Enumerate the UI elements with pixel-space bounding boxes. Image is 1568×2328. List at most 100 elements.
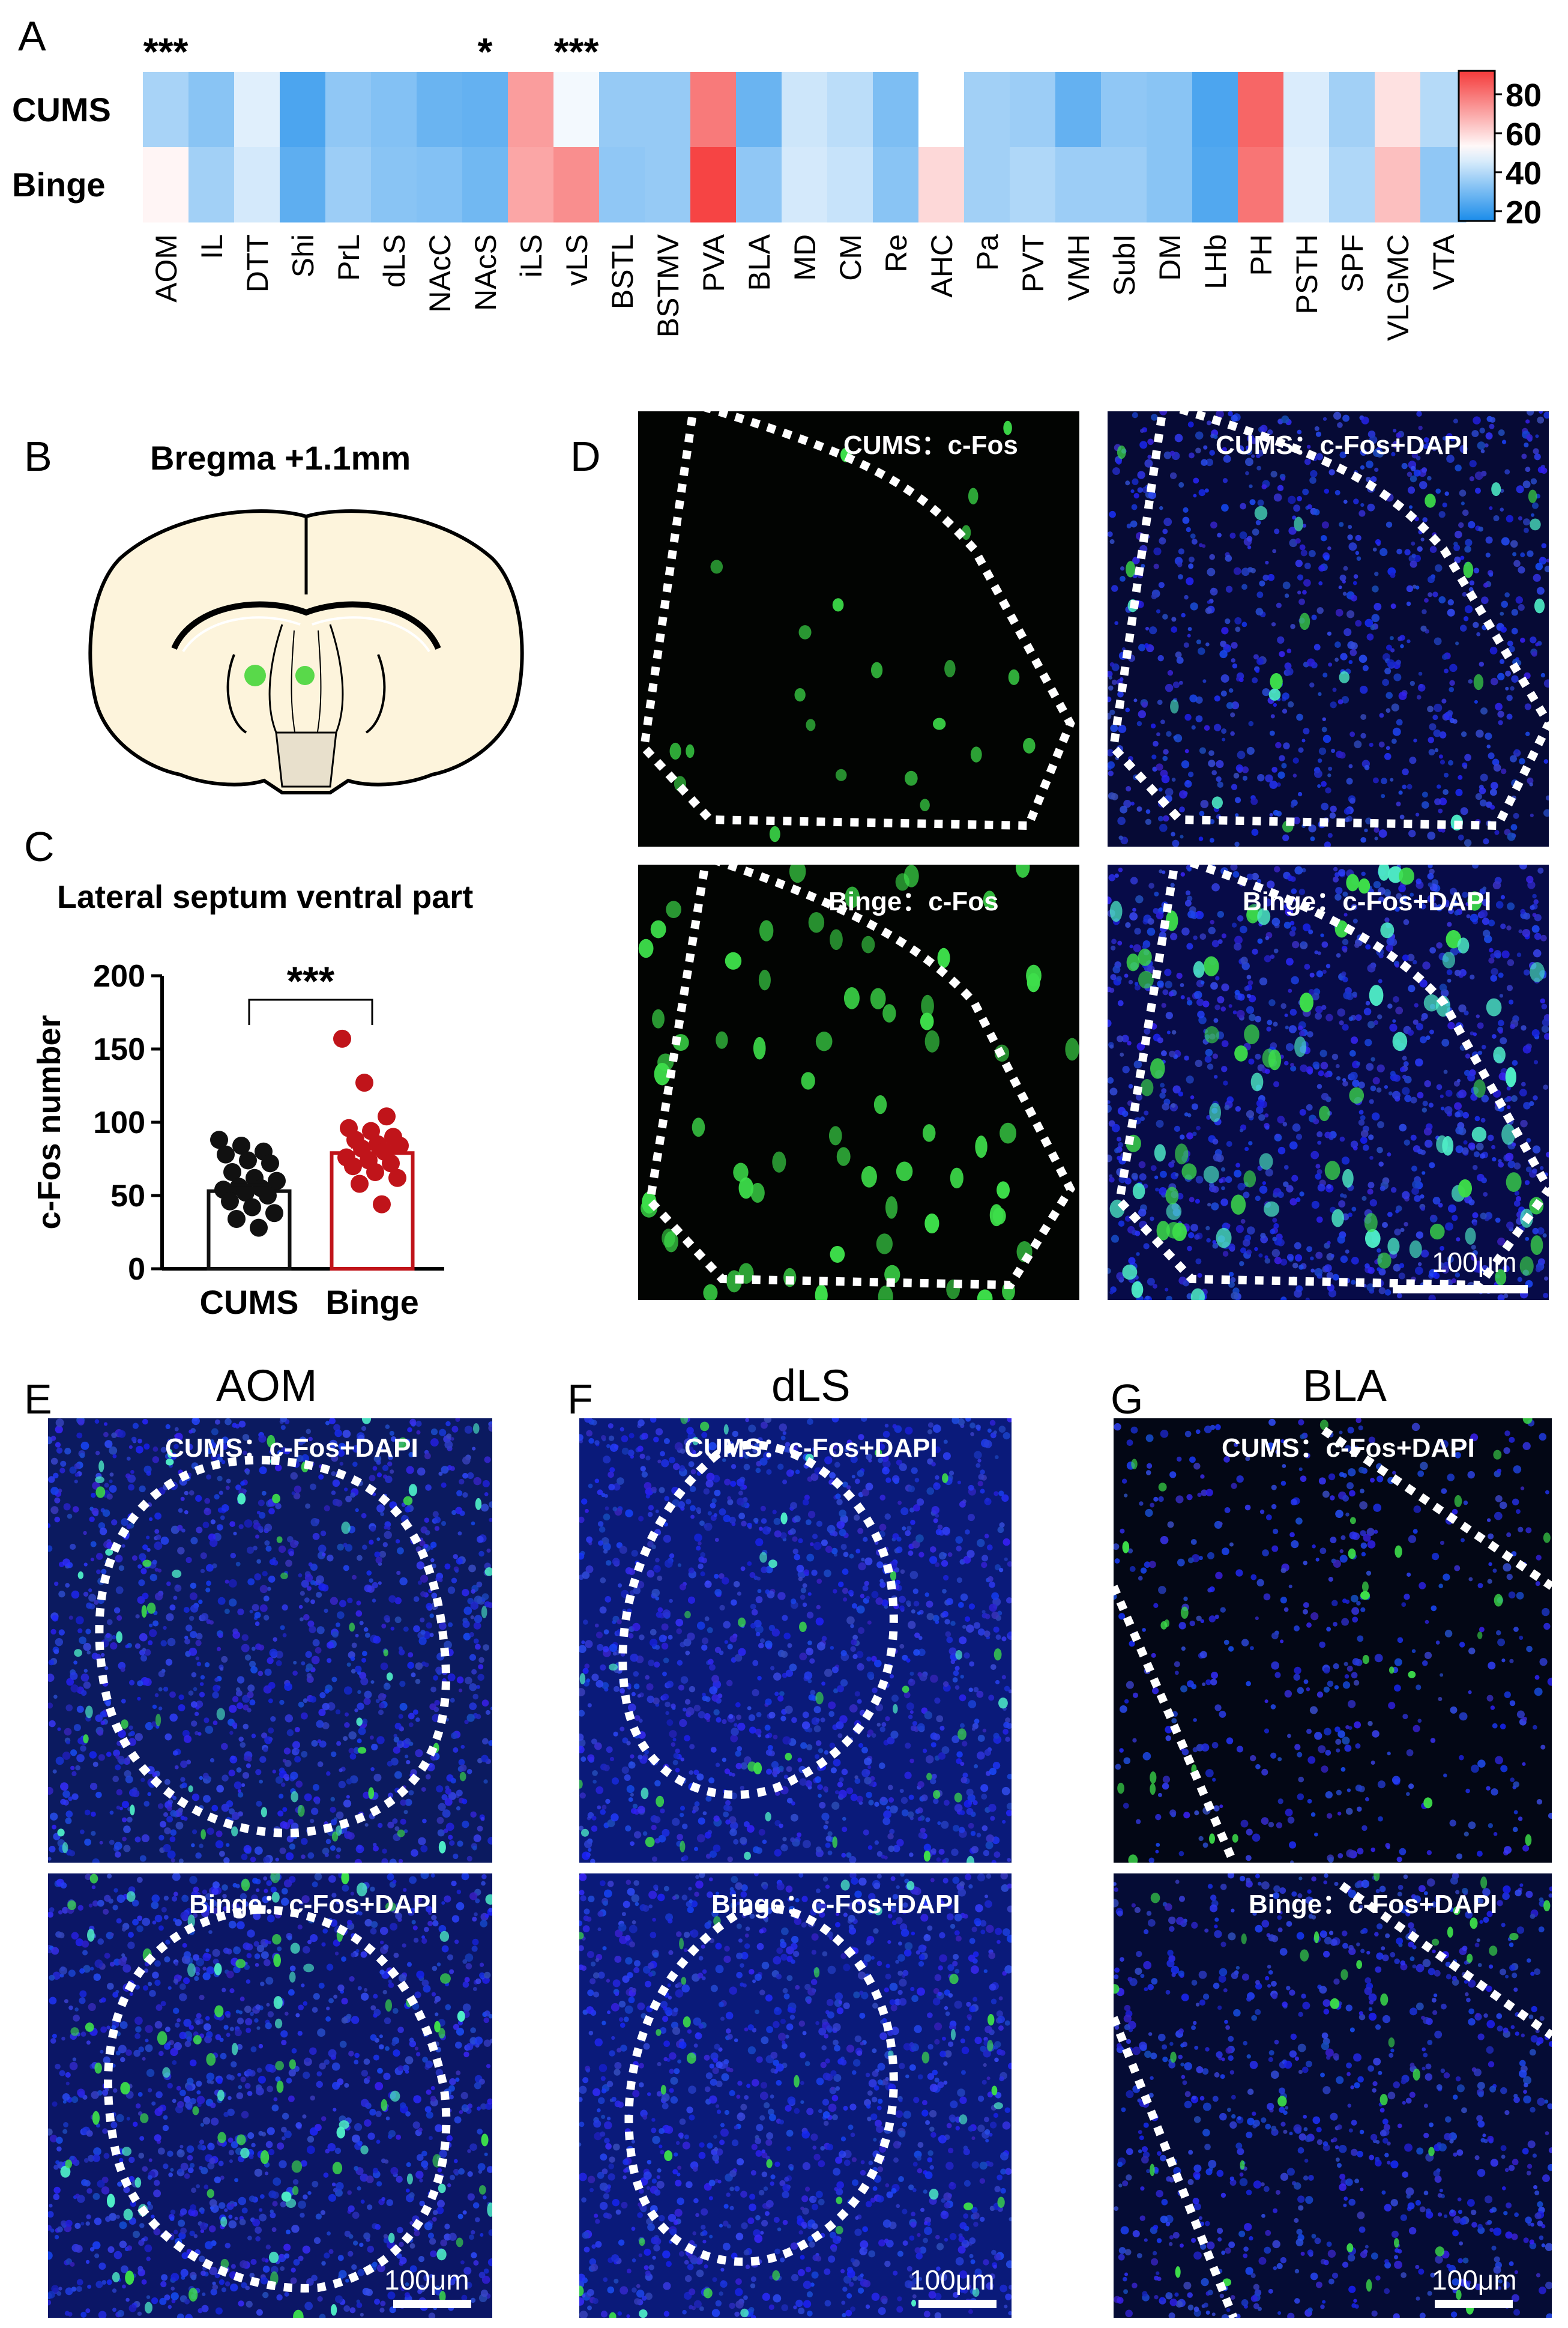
heatmap-cell [1283,72,1330,148]
heatmap-cell [1101,72,1147,148]
micrograph-d3 [638,865,1079,1300]
heatmap-cell [1283,147,1330,223]
label-d2: CUMS：c-Fos+DAPI [1216,431,1469,460]
heatmap-x-tick: BSTL [606,234,639,309]
scale-bar-f [918,2300,997,2308]
heatmap-row-label: CUMS [12,91,111,128]
heatmap-cell [782,147,828,223]
heatmap-cell [873,72,919,148]
heatmap-x-tick: AOM [149,234,183,303]
heatmap-x-tick: BSTMV [651,234,685,337]
micrograph-d2 [1108,411,1549,847]
data-point [378,1107,396,1126]
scale-text-g: 100μm [1432,2264,1517,2296]
micrograph-d4 [1108,865,1549,1300]
heatmap-cell [1329,147,1375,223]
heatmap-cell [417,147,463,223]
micrograph-d1 [638,411,1079,847]
x-tick-label: Binge [325,1283,419,1321]
heatmap-x-tick: LHb [1199,234,1232,289]
panel-label-f: F [567,1376,593,1422]
heatmap-cell [964,72,1010,148]
data-point [237,1184,255,1202]
heatmap-cell [1147,72,1193,148]
data-point [259,1187,277,1205]
heatmap-cell [1375,72,1421,148]
data-point [265,1204,283,1223]
heatmap-cell [1055,147,1102,223]
heatmap-cell [280,147,326,223]
micrograph-g2 [1114,1873,1552,2318]
data-point [333,1029,351,1048]
heatmap-cell [1329,72,1375,148]
heatmap-cell [234,147,280,223]
heatmap-x-tick: VTA [1427,234,1461,290]
heatmap-x-tick: vLS [560,234,594,286]
label-g2: Binge：c-Fos+DAPI [1249,1890,1498,1919]
heatmap-cell [188,147,235,223]
heatmap-x-tick: DM [1153,234,1187,281]
heatmap-cell [690,147,737,223]
label-f1: CUMS：c-Fos+DAPI [684,1433,938,1463]
heatmap-cell [325,147,372,223]
colorbar-tick-label: 60 [1506,116,1542,153]
left-ls-dot [244,665,266,686]
heatmap-chart: CUMS Binge AOM IL DTT Shi PrL dLS NAcC NAcS iLS vLS… [12,30,1542,341]
heatmap-x-tick: DTT [241,234,274,292]
heatmap-cell [1101,147,1147,223]
brain-schematic [88,509,524,794]
heatmap-cell [690,72,737,148]
y-tick-label: 200 [93,959,145,994]
heatmap-x-tick: Re [879,234,913,273]
heatmap-cell [1010,72,1056,148]
heatmap-x-tick: iLS [514,234,548,277]
label-d1: CUMS：c-Fos [843,431,1018,460]
heatmap-cell [1055,72,1102,148]
significance-stars: *** [554,30,599,73]
micrograph-g1 [1114,1418,1552,1863]
heatmap-cell [918,72,965,148]
data-point [373,1195,391,1214]
data-point [351,1175,369,1193]
bar-chart-title: Lateral septum ventral part [57,879,473,915]
heatmap-cell [280,72,326,148]
heatmap-cell [508,147,554,223]
data-point [366,1162,384,1181]
data-point [268,1172,286,1190]
heatmap-cell [371,147,417,223]
heatmap-x-tick: PVA [697,234,731,292]
data-point [228,1210,246,1229]
label-d4: Binge：c-Fos+DAPI [1243,887,1492,916]
heatmap-cell [371,72,417,148]
panel-f-title: dLS [771,1361,851,1410]
micrograph-e2 [48,1873,492,2318]
heatmap-row-label: Binge [12,166,106,204]
data-point [250,1218,268,1237]
heatmap-x-tick: NAcC [423,234,457,313]
panel-label-a: A [18,13,46,59]
heatmap-cell [1192,72,1238,148]
micrograph-f1 [579,1418,1012,1863]
heatmap-cell [918,147,965,223]
panel-label-g: G [1111,1376,1144,1422]
bar-chart: Lateral septum ventral part c-Fos number 0… [31,879,473,1321]
data-point [391,1137,409,1155]
label-e2: Binge：c-Fos+DAPI [189,1890,438,1919]
data-point [239,1151,257,1170]
heatmap-cell [782,72,828,148]
data-point [221,1192,239,1211]
bar-chart-ylabel: c-Fos number [31,1015,67,1229]
heatmap-x-tick: Pa [971,234,1004,271]
heatmap-cell [873,147,919,223]
heatmap-cell [553,147,600,223]
heatmap-x-tick: PSTH [1290,234,1324,314]
data-point [243,1198,261,1217]
data-point [344,1157,362,1176]
heatmap-cell [827,147,873,223]
y-tick-label: 0 [128,1252,145,1287]
significance-stars: *** [143,30,188,73]
data-point [388,1169,406,1187]
heatmap-x-tick: NAcS [469,234,502,311]
panel-label-c: C [24,823,55,870]
label-e1: CUMS：c-Fos+DAPI [165,1433,418,1463]
